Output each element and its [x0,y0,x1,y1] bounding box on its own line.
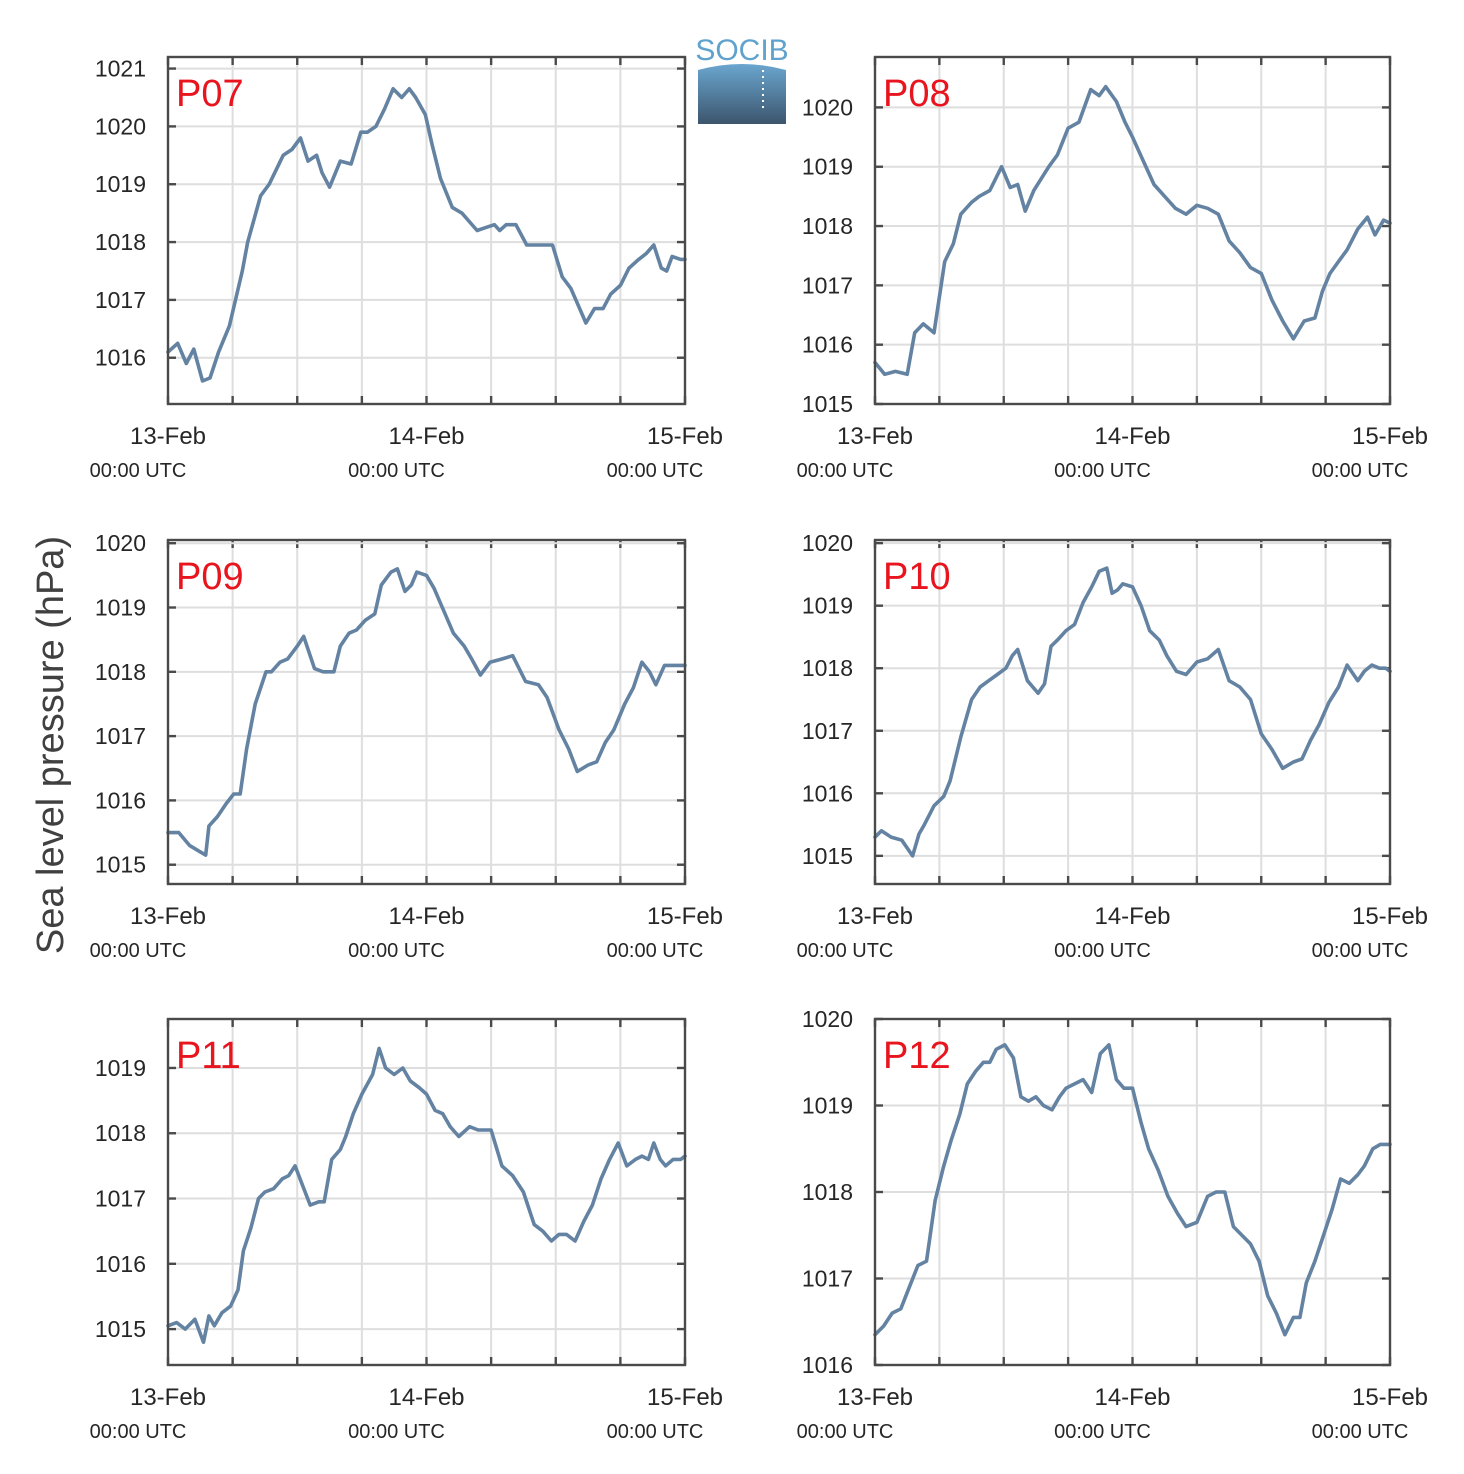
panel-label-p07: P07 [176,73,244,115]
y-tick-label: 1015 [95,852,146,878]
x-tick-label: 13-Feb [130,1384,206,1411]
x-tick-label: 15-Feb [647,903,723,930]
x-tick-sublabel: 00:00 UTC [1054,940,1151,962]
chart-panel-p08: 1015 1016 1017 1018 1019 1020 13-Feb 00:00 UTC 1… [797,55,1428,482]
series-line-p11 [166,1046,687,1344]
y-tick-label: 1015 [802,843,853,869]
x-tick-sublabel: 00:00 UTC [1312,940,1409,962]
x-tick-sublabel: 00:00 UTC [607,1421,704,1443]
x-tick-sublabel: 00:00 UTC [797,940,894,962]
y-tick-label: 1020 [95,530,146,556]
x-tick-sublabel: 00:00 UTC [797,1421,894,1443]
y-tick-label: 1021 [95,56,146,82]
x-tick-sublabel: 00:00 UTC [90,1421,187,1443]
y-tick-label: 1016 [95,787,146,813]
x-tick-sublabel: 00:00 UTC [90,940,187,962]
y-tick-label: 1017 [802,718,853,744]
panel-label-p09: P09 [176,556,244,598]
y-tick-label: 1018 [802,655,853,681]
y-tick-label: 1017 [95,287,146,313]
y-tick-label: 1018 [95,659,146,685]
y-tick-label: 1017 [802,1266,853,1292]
x-tick-label: 15-Feb [647,423,723,450]
y-tick-label: 1016 [95,1251,146,1277]
series-line-p07 [166,87,687,383]
y-tick-label: 1017 [95,1186,146,1212]
y-tick-label: 1019 [802,154,853,180]
panel-label-p12: P12 [883,1035,951,1077]
y-tick-label: 1019 [802,1093,853,1119]
x-tick-label: 13-Feb [837,423,913,450]
y-tick-label: 1018 [802,213,853,239]
x-tick-label: 15-Feb [1352,903,1428,930]
y-tick-label: 1019 [95,595,146,621]
chart-panel-p10: 1015 1016 1017 1018 1019 1020 13-Feb 00:00 UTC 1… [797,530,1428,962]
y-tick-label: 1018 [802,1179,853,1205]
x-tick-label: 13-Feb [130,423,206,450]
x-tick-label: 13-Feb [837,903,913,930]
series-line-p10 [873,566,1392,858]
panel-label-p10: P10 [883,556,951,598]
y-tick-label: 1019 [95,1055,146,1081]
x-tick-sublabel: 00:00 UTC [607,460,704,482]
y-tick-label: 1020 [802,530,853,556]
y-tick-label: 1020 [95,113,146,139]
panel-label-p08: P08 [883,73,951,115]
panel-label-p11: P11 [176,1035,241,1077]
socib-logo: SOCIB [695,34,789,124]
chart-panel-p12: 1016 1017 1018 1019 1020 13-Feb 00:00 UTC 14-Fe… [797,1006,1428,1443]
x-tick-label: 14-Feb [1094,1384,1170,1411]
x-tick-sublabel: 00:00 UTC [1312,460,1409,482]
x-tick-sublabel: 00:00 UTC [90,460,187,482]
x-tick-sublabel: 00:00 UTC [1312,1421,1409,1443]
x-tick-label: 13-Feb [837,1384,913,1411]
x-tick-sublabel: 00:00 UTC [1054,1421,1151,1443]
x-tick-label: 13-Feb [130,903,206,930]
y-tick-label: 1018 [95,1120,146,1146]
x-tick-sublabel: 00:00 UTC [348,940,445,962]
chart-panel-p11: 1015 1016 1017 1018 1019 13-Feb 00:00 UTC 14-Fe… [90,1017,723,1443]
series-line-p09 [166,567,687,857]
y-tick-label: 1018 [95,229,146,255]
plot-frame [873,55,1392,406]
x-tick-sublabel: 00:00 UTC [348,460,445,482]
x-tick-label: 15-Feb [647,1384,723,1411]
y-tick-label: 1016 [802,780,853,806]
plot-frame [873,538,1392,886]
y-tick-label: 1019 [802,593,853,619]
socib-logo-text: SOCIB [695,34,788,67]
series-line-p12 [873,1043,1392,1337]
plot-frame [166,1017,687,1367]
y-tick-label: 1019 [95,171,146,197]
y-tick-label: 1016 [95,345,146,371]
plot-frame [166,55,687,406]
x-tick-label: 14-Feb [388,423,464,450]
x-tick-sublabel: 00:00 UTC [797,460,894,482]
chart-panel-p09: 1015 1016 1017 1018 1019 1020 13-Feb 00:00 UTC 1… [90,530,723,962]
x-tick-label: 14-Feb [1094,903,1170,930]
y-tick-label: 1016 [802,332,853,358]
y-tick-label: 1015 [802,391,853,417]
y-tick-label: 1017 [95,723,146,749]
y-tick-label: 1020 [802,94,853,120]
x-tick-label: 15-Feb [1352,1384,1428,1411]
plot-frame [873,1017,1392,1367]
x-tick-label: 14-Feb [388,1384,464,1411]
y-tick-label: 1020 [802,1006,853,1032]
x-tick-label: 14-Feb [388,903,464,930]
x-tick-label: 15-Feb [1352,423,1428,450]
x-tick-sublabel: 00:00 UTC [348,1421,445,1443]
x-tick-sublabel: 00:00 UTC [1054,460,1151,482]
y-tick-label: 1016 [802,1352,853,1378]
series-line-p08 [873,84,1392,377]
x-tick-label: 14-Feb [1094,423,1170,450]
y-axis-label: Sea level pressure (hPa) [30,536,72,954]
chart-panel-p07: 1016 1017 1018 1019 1020 1021 13-Feb 00:00 UTC 1… [90,56,723,482]
y-tick-label: 1015 [95,1316,146,1342]
y-tick-label: 1017 [802,272,853,298]
plot-frame [166,538,687,886]
x-tick-sublabel: 00:00 UTC [607,940,704,962]
socib-logo-mark [698,64,786,124]
